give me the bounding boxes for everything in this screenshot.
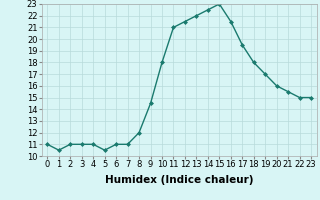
X-axis label: Humidex (Indice chaleur): Humidex (Indice chaleur) [105, 175, 253, 185]
